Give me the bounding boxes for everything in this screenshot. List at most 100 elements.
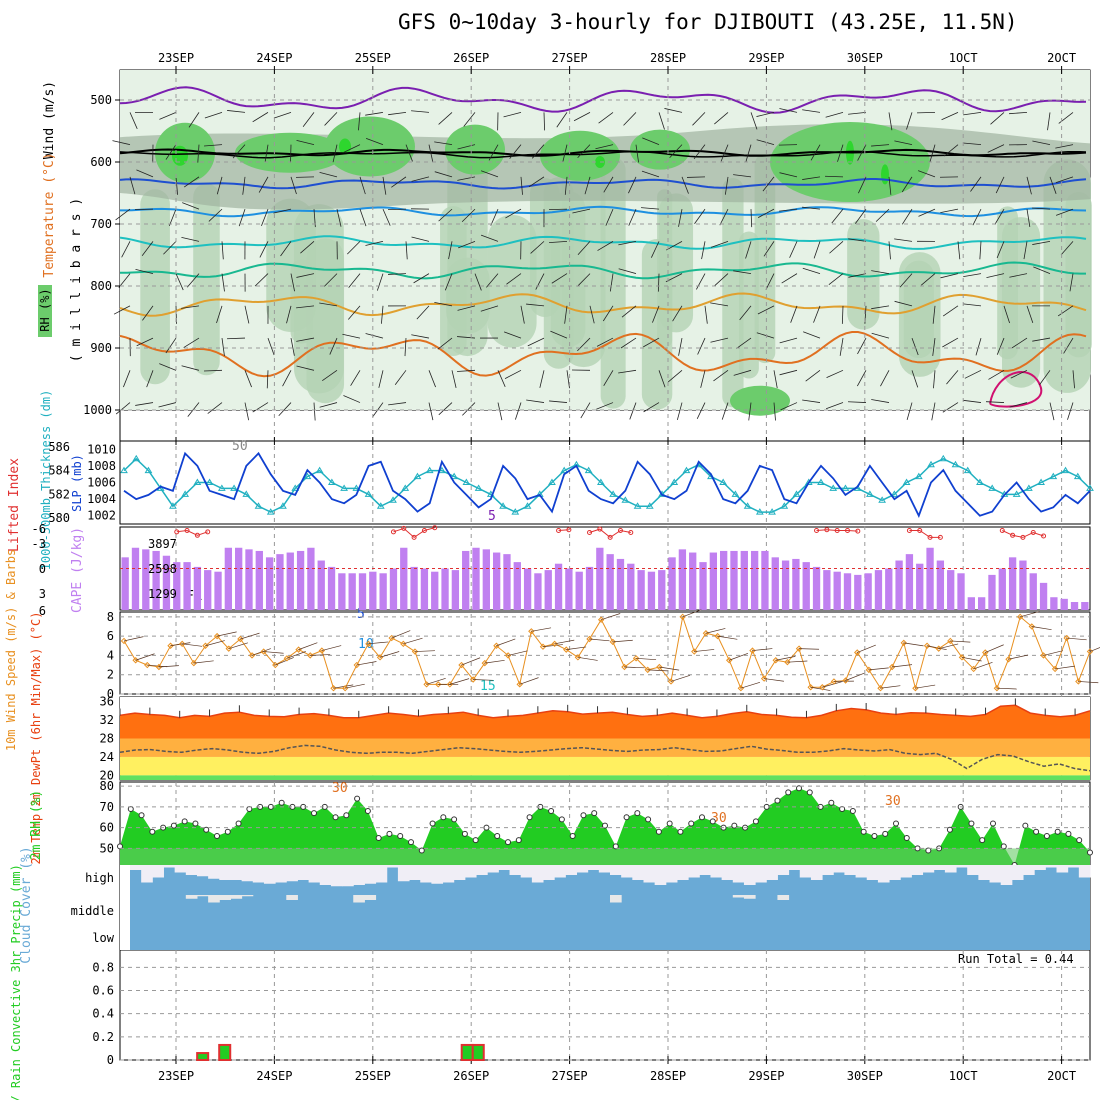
cape-bar <box>936 560 945 610</box>
thickness-marker <box>450 472 459 480</box>
wind10m-barb <box>915 684 936 689</box>
wind-barb <box>710 337 729 343</box>
cloud-high-cell <box>263 865 276 884</box>
wind-barb <box>756 139 775 146</box>
cape-bar <box>214 571 222 610</box>
wind-barb <box>733 369 752 376</box>
wind-barb <box>704 305 708 324</box>
wind-barb <box>880 370 890 387</box>
wind-barb <box>296 337 315 342</box>
cape-bar <box>565 568 573 610</box>
cape-bar <box>255 550 263 610</box>
wind-barb <box>113 305 131 315</box>
ylabel-slp: SLP (mb) <box>70 454 84 512</box>
li-marker <box>999 527 1005 533</box>
rh2m-marker <box>806 789 813 796</box>
cloud-high-cell <box>866 865 879 880</box>
wind-barb <box>750 209 753 228</box>
slp-line <box>123 451 1091 518</box>
cloud-high-cell <box>275 865 287 883</box>
rh2m-marker <box>893 820 899 827</box>
wind-barb <box>504 369 522 379</box>
date-label-top: 1OCT <box>949 51 978 65</box>
wind-barb <box>165 144 177 160</box>
wind-barb <box>1033 266 1051 274</box>
wind-barb <box>549 240 568 244</box>
cloud-high-cell <box>319 865 332 885</box>
wind-barb <box>694 208 706 224</box>
cape-bar <box>523 568 532 610</box>
wind-barb <box>146 370 154 388</box>
wind-barb <box>506 273 522 285</box>
wind-barb <box>658 370 666 388</box>
wind-barb <box>158 402 177 408</box>
wind10m-marker <box>1005 656 1012 663</box>
thickness-marker <box>755 508 764 515</box>
ytick-label-precip: 0.8 <box>92 960 114 974</box>
rh2m-marker <box>203 826 210 833</box>
wind10m-barb <box>1031 626 1052 631</box>
wind-barb <box>906 112 913 130</box>
cape-bar <box>379 573 387 610</box>
wind-barb <box>411 176 430 182</box>
wind10m-marker <box>749 647 756 654</box>
thickness-marker <box>254 502 263 509</box>
wind-barb <box>618 240 637 246</box>
wind-barb <box>650 241 660 258</box>
wind-barb <box>115 208 131 221</box>
cape-bar <box>792 558 800 610</box>
wind-barb <box>336 209 342 227</box>
cape-bar <box>420 568 429 610</box>
wind-barb <box>204 144 223 147</box>
cloud-high-cell <box>1011 865 1024 880</box>
cloud-high-cell <box>665 865 678 883</box>
wind-barb <box>829 241 844 254</box>
thickness-marker <box>193 478 202 485</box>
wind-barb <box>657 273 660 292</box>
thickness-marker <box>682 466 691 474</box>
wind-barb <box>719 208 729 226</box>
wind10m-barb <box>449 678 470 685</box>
cape-bar <box>142 549 150 610</box>
wind-barb <box>462 402 476 416</box>
cape-bar <box>193 566 202 610</box>
wind10m-barb <box>566 646 587 650</box>
cape-bar <box>245 549 253 610</box>
wind-barb <box>290 176 297 195</box>
rh2m-marker <box>871 832 878 839</box>
wind-barb <box>319 302 338 307</box>
wind-barb <box>643 402 660 413</box>
cloud-high-cell <box>844 865 857 875</box>
ytick-label-pressure: 1000 <box>83 403 112 417</box>
cape-bar <box>833 571 841 610</box>
wind10m-barb <box>694 649 715 652</box>
cloud-high-cell <box>587 865 600 870</box>
date-label-bottom: 1OCT <box>949 1069 978 1083</box>
rh2m-marker <box>558 816 565 823</box>
cloud-high-cell <box>1034 865 1046 870</box>
cloud-high-cell <box>565 865 578 875</box>
thickness-marker <box>584 466 593 474</box>
cloud-high-cell <box>944 865 957 873</box>
wind-barb <box>779 108 798 113</box>
wind-barb <box>259 241 269 258</box>
cape-bar <box>183 562 191 610</box>
wind-barb <box>1032 337 1051 342</box>
temp-band-cool <box>120 775 1090 780</box>
isotherm-20 <box>120 261 1086 280</box>
thickness-marker <box>866 490 874 497</box>
li-marker <box>411 534 417 540</box>
wind-barb <box>358 112 361 131</box>
wind10m-barb <box>682 609 702 618</box>
wind-barb <box>963 303 982 307</box>
wind-barb <box>595 144 614 150</box>
wind-barb <box>319 171 338 178</box>
wind-barb <box>805 370 821 382</box>
cape-bar <box>926 547 934 610</box>
wind-barb <box>848 112 867 115</box>
ylabel-cape: CAPE (J/kg) <box>70 527 85 613</box>
thickness-marker <box>743 502 752 509</box>
cape-bar <box>152 550 160 610</box>
cloud-high-cell <box>1000 865 1013 885</box>
thickness-marker <box>829 484 838 491</box>
